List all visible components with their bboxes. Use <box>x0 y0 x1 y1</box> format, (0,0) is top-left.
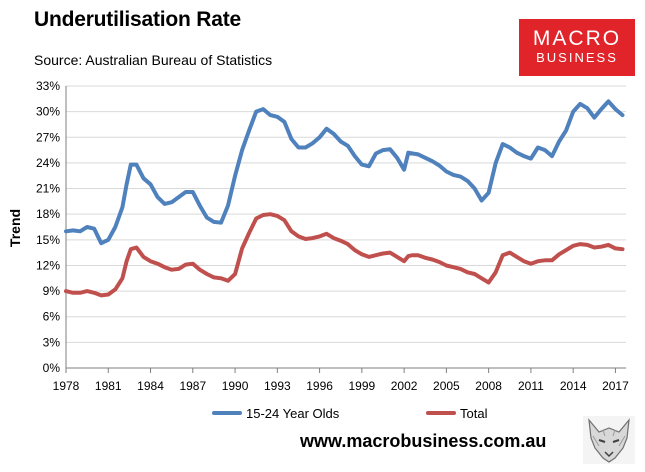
legend: 15-24 Year Olds Total <box>212 406 488 420</box>
x-tick-label: 1993 <box>264 379 291 393</box>
x-tick-label: 1996 <box>306 379 333 393</box>
wolf-logo-icon <box>583 416 635 464</box>
x-tick-label: 2005 <box>433 379 460 393</box>
y-tick-label: 33% <box>36 79 60 93</box>
x-tick-label: 2017 <box>602 379 629 393</box>
x-tick-label: 1999 <box>348 379 375 393</box>
x-tick-label: 2011 <box>518 379 544 393</box>
series-line-15-24-year-olds <box>64 99 625 246</box>
y-tick-label: 24% <box>36 156 60 170</box>
y-axis-label: Trend <box>7 209 23 247</box>
x-tick-label: 2014 <box>560 379 587 393</box>
x-tick-label: 2008 <box>475 379 502 393</box>
logo-line-2: BUSINESS <box>536 50 618 65</box>
series-layer <box>64 99 625 298</box>
footer-url[interactable]: www.macrobusiness.com.au <box>300 431 547 451</box>
tick-labels: 0% 3% 6% 9% 12% 15% 18% 21% 24% 27% 30% 33% 1978 1981… <box>36 79 629 393</box>
series-line-total <box>64 212 625 298</box>
x-tick-label: 1978 <box>53 379 80 393</box>
y-tick-label: 15% <box>36 233 60 247</box>
x-tick-label: 1981 <box>95 379 122 393</box>
x-tick-label: 1990 <box>222 379 249 393</box>
y-tick-label: 12% <box>36 258 60 272</box>
y-tick-label: 6% <box>43 310 61 324</box>
macrobusiness-logo: MACRO BUSINESS <box>519 19 635 76</box>
y-tick-label: 27% <box>36 130 60 144</box>
y-tick-label: 9% <box>43 284 61 298</box>
line-chart: 0% 3% 6% 9% 12% 15% 18% 21% 24% 27% 30% 33% 1978 1981… <box>7 79 629 420</box>
gridlines <box>66 85 626 343</box>
legend-label: Total <box>460 406 488 420</box>
legend-label: 15-24 Year Olds <box>246 406 340 420</box>
x-tick-label: 1984 <box>137 379 164 393</box>
y-tick-label: 18% <box>36 207 60 221</box>
y-tick-label: 21% <box>36 182 60 196</box>
y-tick-label: 0% <box>43 361 61 375</box>
x-tick-label: 2002 <box>391 379 418 393</box>
y-tick-label: 30% <box>36 105 60 119</box>
chart-title: Underutilisation Rate <box>34 8 241 31</box>
logo-line-1: MACRO <box>532 27 622 50</box>
axes <box>65 86 626 373</box>
chart-source: Source: Australian Bureau of Statistics <box>34 52 273 68</box>
x-tick-label: 1987 <box>179 379 206 393</box>
y-tick-label: 3% <box>43 335 61 349</box>
